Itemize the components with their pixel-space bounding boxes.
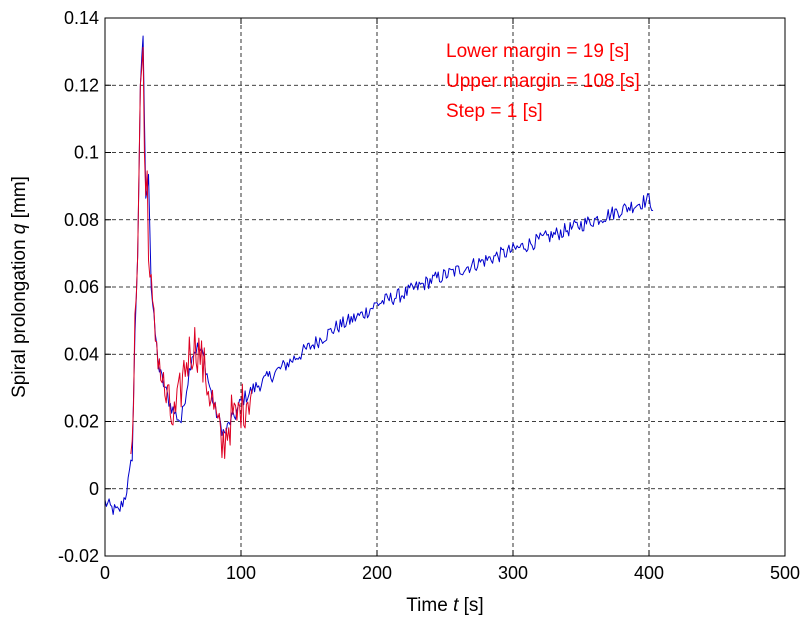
series-layer [104, 35, 654, 515]
y-tick-label: 0.12 [64, 75, 99, 95]
y-axis-label-var: q [9, 223, 30, 234]
grid [105, 18, 785, 556]
x-axis-label-unit: [s] [458, 595, 483, 616]
tick-labels: 0 100 200 300 400 500-0.0200.020.040.060.080.… [58, 8, 800, 583]
x-axis-label-prefix: Time [406, 595, 453, 616]
x-tick-label: 0 [100, 563, 110, 583]
y-tick-label: 0.1 [74, 143, 99, 163]
annotations: Lower margin = 19 [s] Upper margin = 108… [446, 41, 640, 122]
x-axis-label: Time t [s] [406, 595, 483, 616]
x-axis-label-var: t [453, 595, 459, 616]
series-line-0 [104, 35, 654, 515]
y-axis-label-unit: [mm] [9, 176, 30, 224]
y-tick-label: 0 [89, 479, 99, 499]
y-tick-label: 0.02 [64, 412, 99, 432]
ticks [104, 17, 786, 557]
y-tick-label: 0.06 [64, 277, 99, 297]
y-tick-label: -0.02 [58, 546, 99, 566]
series-line-1 [130, 46, 253, 460]
y-tick-label: 0.04 [64, 344, 99, 364]
x-tick-label: 400 [634, 563, 664, 583]
y-tick-label: 0.08 [64, 210, 99, 230]
y-axis-label-prefix: Spiral prolongation [9, 234, 30, 398]
annotation-step: Step = 1 [s] [446, 101, 543, 122]
annotation-lower-margin: Lower margin = 19 [s] [446, 41, 629, 62]
x-tick-label: 500 [770, 563, 800, 583]
x-tick-label: 300 [498, 563, 528, 583]
annotation-upper-margin: Upper margin = 108 [s] [446, 71, 640, 92]
y-tick-label: 0.14 [64, 8, 99, 28]
y-axis-label: Spiral prolongation q [mm] [9, 176, 30, 398]
x-tick-label: 200 [362, 563, 392, 583]
x-tick-label: 100 [226, 563, 256, 583]
